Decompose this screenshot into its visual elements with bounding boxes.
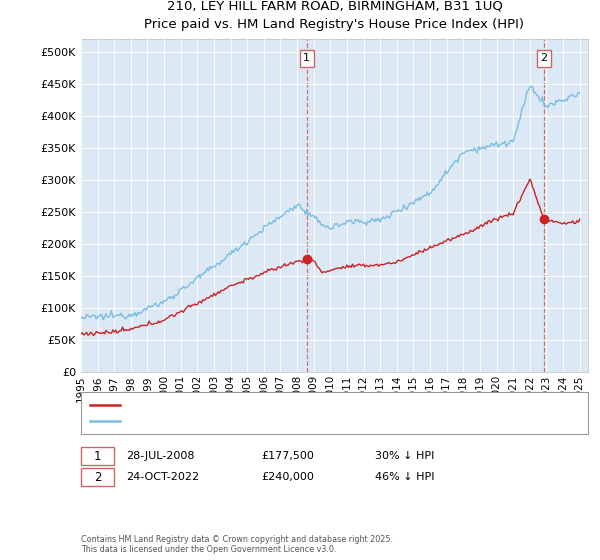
Text: HPI: Average price, detached house, Birmingham: HPI: Average price, detached house, Birm… <box>126 417 371 426</box>
Text: 1: 1 <box>94 450 101 463</box>
Text: 2: 2 <box>540 53 547 63</box>
Text: 28-JUL-2008: 28-JUL-2008 <box>126 451 194 461</box>
Text: 2: 2 <box>94 470 101 484</box>
Text: This data is licensed under the Open Government Licence v3.0.: This data is licensed under the Open Gov… <box>81 545 337 554</box>
Text: Contains HM Land Registry data © Crown copyright and database right 2025.: Contains HM Land Registry data © Crown c… <box>81 535 393 544</box>
Text: 24-OCT-2022: 24-OCT-2022 <box>126 472 199 482</box>
Text: £177,500: £177,500 <box>261 451 314 461</box>
Text: 210, LEY HILL FARM ROAD, BIRMINGHAM, B31 1UQ (detached house): 210, LEY HILL FARM ROAD, BIRMINGHAM, B31… <box>126 400 470 409</box>
Title: 210, LEY HILL FARM ROAD, BIRMINGHAM, B31 1UQ
Price paid vs. HM Land Registry's H: 210, LEY HILL FARM ROAD, BIRMINGHAM, B31… <box>145 0 524 31</box>
Text: £240,000: £240,000 <box>261 472 314 482</box>
Text: 30% ↓ HPI: 30% ↓ HPI <box>375 451 434 461</box>
Text: 46% ↓ HPI: 46% ↓ HPI <box>375 472 434 482</box>
Text: 1: 1 <box>303 53 310 63</box>
